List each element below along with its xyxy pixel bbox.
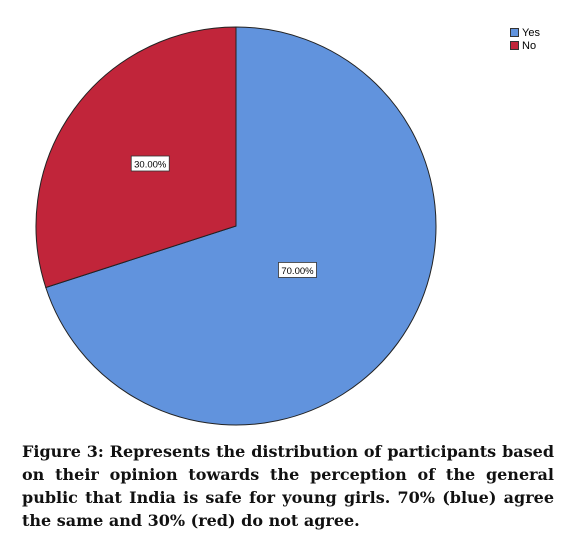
figure-caption: Figure 3: Represents the distribution of…	[22, 442, 554, 530]
legend-item-yes: Yes	[510, 26, 540, 39]
legend-label-yes: Yes	[522, 26, 540, 39]
legend-swatch-no	[510, 41, 519, 50]
pie-chart: 70.00% 30.00%	[35, 26, 437, 426]
legend-item-no: No	[510, 39, 540, 52]
data-label-yes: 70.00%	[278, 262, 317, 278]
pie-chart-svg: 70.00% 30.00%	[35, 26, 437, 426]
pie-slice-yes	[45, 26, 437, 426]
data-label-no: 30.00%	[130, 155, 170, 172]
data-label-text: 70.00%	[281, 266, 314, 277]
data-label-box	[130, 155, 170, 172]
data-label-text: 30.00%	[134, 160, 167, 171]
legend: Yes No	[510, 26, 540, 52]
legend-label-no: No	[522, 39, 537, 52]
legend-swatch-yes	[510, 28, 519, 37]
data-label-box	[278, 262, 317, 278]
